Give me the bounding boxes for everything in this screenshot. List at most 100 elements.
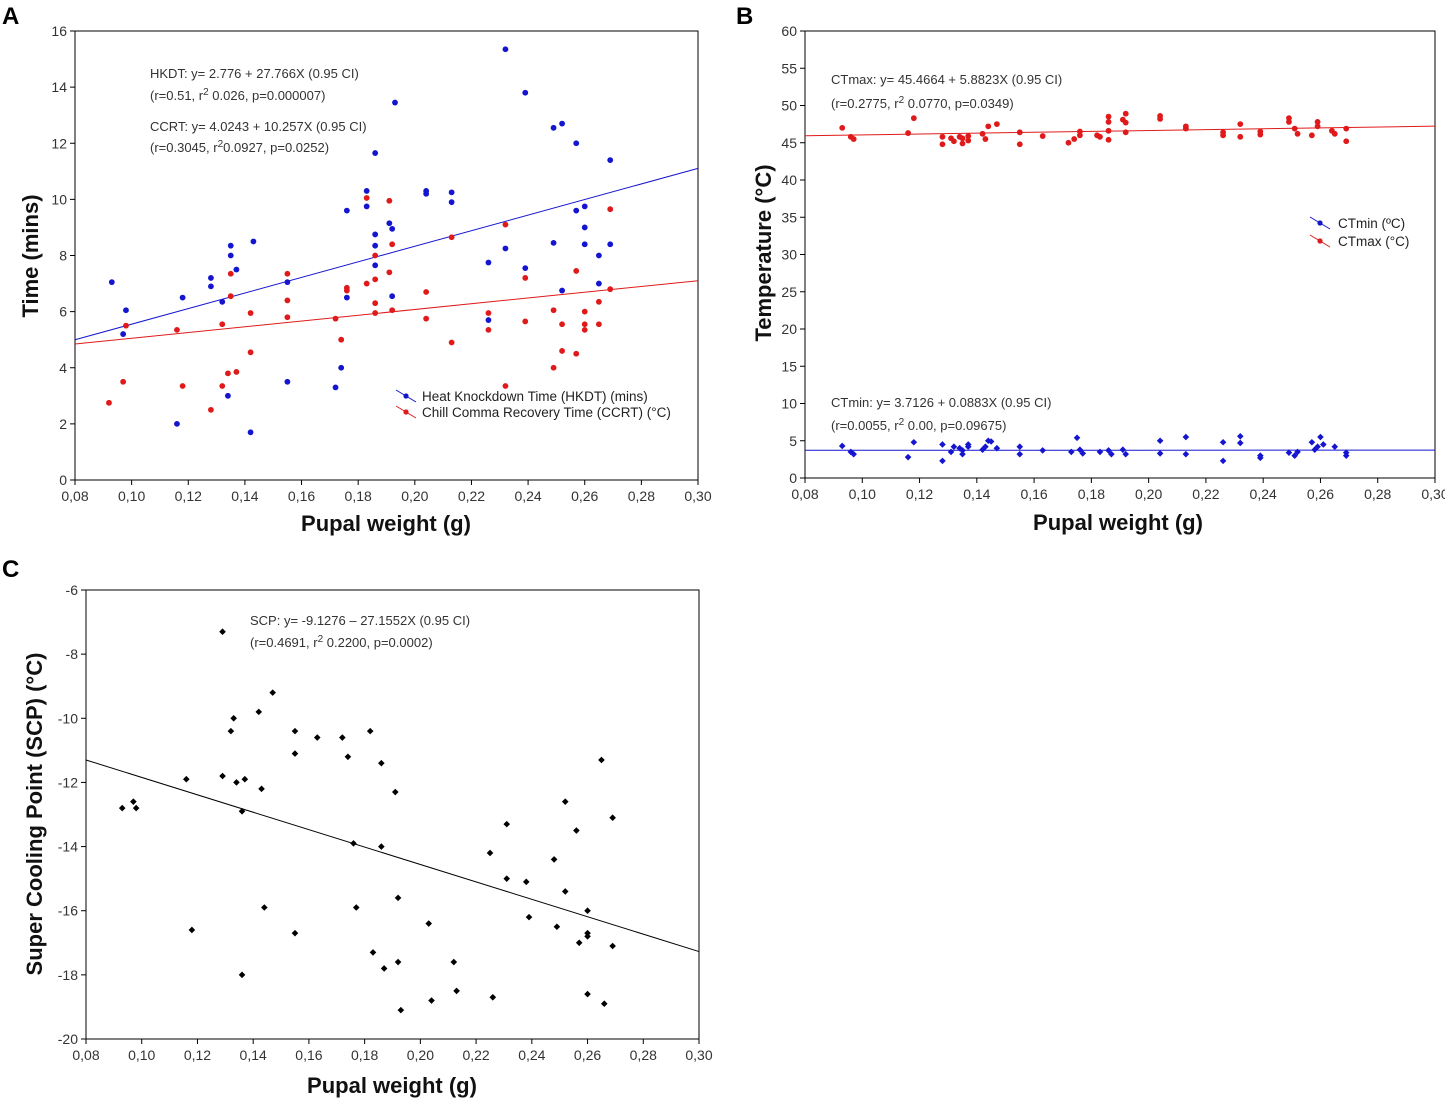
chart-c-point (550, 856, 558, 863)
chart-a-point (284, 378, 291, 385)
chart-b-point (1236, 439, 1244, 447)
chart-a-point (233, 266, 240, 273)
chart-a-point (522, 275, 529, 281)
chart-a-point (595, 252, 602, 259)
chart-c-point (486, 849, 494, 857)
chart-a-x-tick-label: 0,22 (458, 488, 485, 504)
chart-b-y-tick-label: 20 (781, 321, 797, 337)
chart-c-point (598, 756, 605, 764)
chart-b-point (1219, 457, 1227, 465)
chart-b-annotation-ctmin-stats-pre: (r=0.0055, r (831, 418, 899, 433)
panel-letter-c: C (2, 556, 19, 583)
chart-b-point (1096, 448, 1104, 456)
chart-a-y-tick-label: 2 (59, 416, 67, 432)
chart-b-x-tick-label: 0,08 (791, 486, 818, 502)
chart-b-point (939, 457, 946, 465)
chart-a-point (581, 203, 588, 210)
chart-c-y-tick-label: -12 (58, 774, 78, 790)
chart-a-x-tick-label: 0,26 (571, 488, 598, 504)
chart-a-point (123, 307, 129, 314)
chart-b-point (1122, 450, 1130, 458)
chart-a-point (502, 245, 509, 252)
chart-c-x-tick-label: 0,16 (295, 1047, 322, 1063)
chart-a-y-tick-label: 16 (51, 23, 67, 39)
chart-b-point (1122, 129, 1129, 136)
chart-b-point (1286, 118, 1292, 125)
chart-c-annotation-scp-stats-sup: 2 (318, 634, 324, 645)
chart-a-point (595, 298, 602, 305)
chart-b-y-ticks: 0 5 10 15 20 25 30 35 40 45 50 55 60 (781, 23, 805, 486)
chart-c-fit-line-0 (85, 759, 700, 953)
chart-a-annotation-ccrt-stats-pre: (r=0.3045, r (150, 140, 218, 155)
chart-a-point (227, 293, 234, 300)
chart-a-point (389, 307, 396, 314)
chart-b-x-tick-label: 0,18 (1078, 486, 1105, 502)
chart-a-x-tick-label: 0,28 (628, 488, 655, 504)
chart-a-point (423, 190, 430, 197)
chart-a-point (343, 294, 350, 301)
chart-c-point (188, 926, 196, 934)
chart-a-point (332, 315, 339, 322)
chart-b-point (1182, 125, 1189, 132)
chart-a-point (392, 99, 398, 106)
chart-c-annotation-scp-stats-post: 0.2200, p=0.0002) (323, 635, 433, 650)
chart-c-point (573, 827, 580, 834)
chart-a-point (550, 307, 557, 314)
chart-a-point (123, 322, 129, 329)
chart-a-y-tick-label: 14 (51, 79, 67, 95)
chart-a-point (174, 420, 180, 427)
chart-a-x-tick-label: 0,12 (175, 488, 202, 504)
chart-b-point (1016, 443, 1024, 451)
chart-b-x-tick-label: 0,12 (906, 486, 933, 502)
chart-b-point (1039, 447, 1046, 454)
chart-a-point (550, 364, 557, 371)
chart-a-point (550, 239, 557, 246)
chart-b-point (939, 141, 946, 148)
chart-b-point (1157, 116, 1163, 122)
chart-c-point (366, 727, 374, 735)
chart-b-point (1182, 450, 1190, 458)
chart-c-x-axis-title: Pupal weight (g) (307, 1073, 477, 1098)
chart-b-point (1237, 133, 1244, 140)
chart-c-point (553, 923, 561, 931)
chart-c-point (489, 994, 497, 1001)
chart-b-point (939, 133, 946, 140)
chart-b-point (959, 140, 966, 147)
chart-c-y-tick-label: -16 (58, 903, 78, 919)
chart-a-x-tick-label: 0,10 (118, 488, 145, 504)
chart-b-annotation-ctmax-stats: (r=0.2775, r2 0.0770, p=0.0349) (831, 95, 1014, 112)
chart-b-x-ticks: 0,08 0,10 0,12 0,14 0,16 0,18 0,20 0,22 0,24 0,26… (791, 478, 1445, 502)
chart-b-point (904, 453, 912, 461)
chart-a-point (573, 207, 580, 214)
chart-a-point (595, 321, 602, 328)
chart-b: 0,08 0,10 0,12 0,14 0,16 0,18 0,20 0,22 0,24 0,26… (751, 23, 1445, 535)
chart-a-point (250, 238, 257, 245)
chart-b-point (1343, 138, 1350, 145)
chart-c-x-tick-label: 0,18 (351, 1047, 378, 1063)
chart-b-point (964, 443, 972, 451)
chart-a-point (502, 221, 509, 228)
panel-letter-a: A (2, 3, 19, 30)
chart-b-point (1105, 113, 1112, 120)
chart-b-y-tick-label: 50 (781, 98, 797, 114)
chart-b-point (1320, 441, 1327, 448)
chart-a-plot-area (74, 30, 699, 481)
chart-a-point (227, 252, 234, 259)
chart-c-point (352, 904, 360, 911)
chart-c-point (575, 939, 583, 947)
chart-a-point (522, 318, 529, 325)
chart-a-point (573, 350, 580, 357)
chart-a-annotation-hkdt: HKDT: y= 2.776 + 27.766X (0.95 CI) (r=0.… (150, 66, 359, 103)
chart-c-point (378, 759, 385, 767)
chart-b-point (1237, 121, 1244, 128)
chart-b-annotation-ctmax-stats-post: 0.0770, p=0.0349) (904, 96, 1014, 111)
chart-c-point (609, 814, 616, 822)
chart-a-point (208, 275, 214, 281)
chart-b-point (1016, 450, 1024, 458)
chart-c-point (380, 965, 388, 972)
chart-a-point (284, 314, 291, 321)
chart-a-point (581, 241, 588, 248)
chart-b-point (1308, 132, 1315, 139)
chart-c-point (522, 878, 530, 886)
chart-b-point (979, 130, 986, 137)
